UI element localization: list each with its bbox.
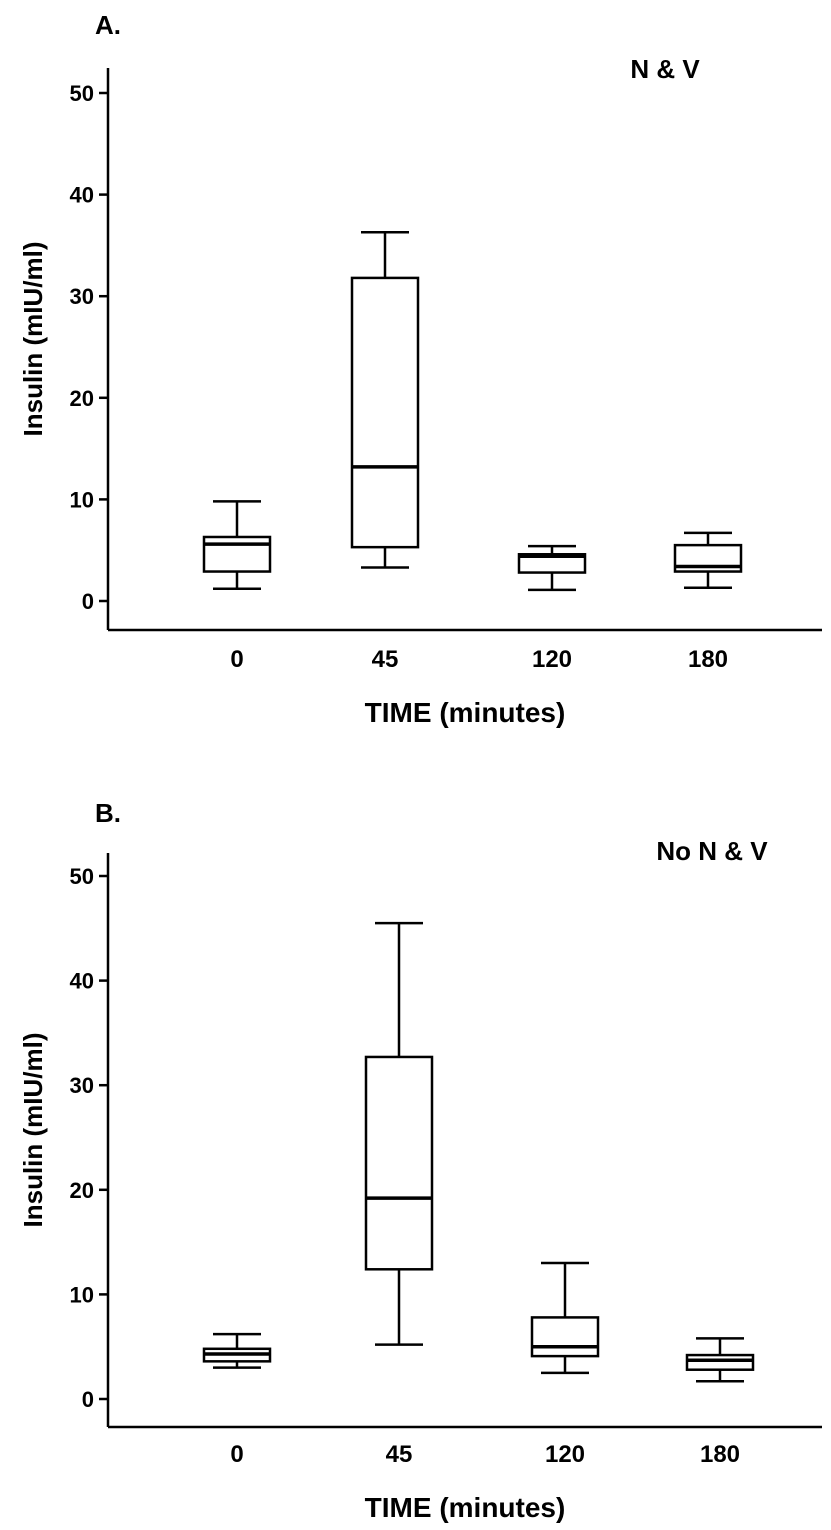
y-tick-label: 50 [70, 864, 94, 889]
y-axis-title: Insulin (mIU/ml) [18, 242, 48, 437]
x-tick-label: 45 [372, 646, 399, 673]
box-120 [530, 1261, 600, 1375]
box-0 [202, 1332, 272, 1369]
y-tick-label: 0 [82, 1387, 94, 1412]
y-axis-title: Insulin (mIU/ml) [18, 1033, 48, 1228]
y-tick-label: 10 [70, 1282, 94, 1307]
interquartile-box [673, 543, 743, 573]
panel-label: B. [95, 798, 121, 828]
x-tick-label: 0 [230, 1441, 243, 1468]
y-tick-label: 30 [70, 284, 94, 309]
box-45 [350, 230, 420, 569]
x-axis-title: TIME (minutes) [365, 1492, 566, 1523]
y-tick-label: 20 [70, 1178, 94, 1203]
x-tick-label: 180 [700, 1441, 740, 1468]
interquartile-box [517, 553, 587, 574]
y-tick-label: 30 [70, 1073, 94, 1098]
box-120 [517, 544, 587, 592]
x-tick-label: 120 [545, 1441, 585, 1468]
x-axis-title: TIME (minutes) [365, 697, 566, 728]
interquartile-box [350, 276, 420, 549]
box-0 [202, 500, 272, 591]
x-tick-label: 45 [386, 1441, 413, 1468]
box-45 [364, 921, 434, 1346]
y-tick-label: 20 [70, 386, 94, 411]
y-tick-label: 0 [82, 589, 94, 614]
x-tick-label: 180 [688, 646, 728, 673]
y-tick-label: 50 [70, 81, 94, 106]
y-tick-label: 10 [70, 487, 94, 512]
box-180 [673, 531, 743, 590]
x-tick-label: 120 [532, 646, 572, 673]
interquartile-box [202, 535, 272, 573]
interquartile-box [364, 1055, 434, 1271]
interquartile-box [530, 1316, 600, 1358]
y-tick-label: 40 [70, 183, 94, 208]
x-tick-label: 0 [230, 646, 243, 673]
box-180 [685, 1337, 755, 1383]
panel-label: A. [95, 10, 121, 40]
group-annotation: No N & V [656, 836, 768, 866]
chart-panel-a: A. N & V 0 10 20 30 40 50 0 45 120 180 TIME (minutes… [18, 10, 822, 728]
chart-panel-b: B. No N & V 0 10 20 30 40 50 0 45 120 180 TIME (minu… [18, 798, 822, 1523]
y-tick-label: 40 [70, 969, 94, 994]
interquartile-box [685, 1353, 755, 1371]
group-annotation: N & V [630, 54, 700, 84]
